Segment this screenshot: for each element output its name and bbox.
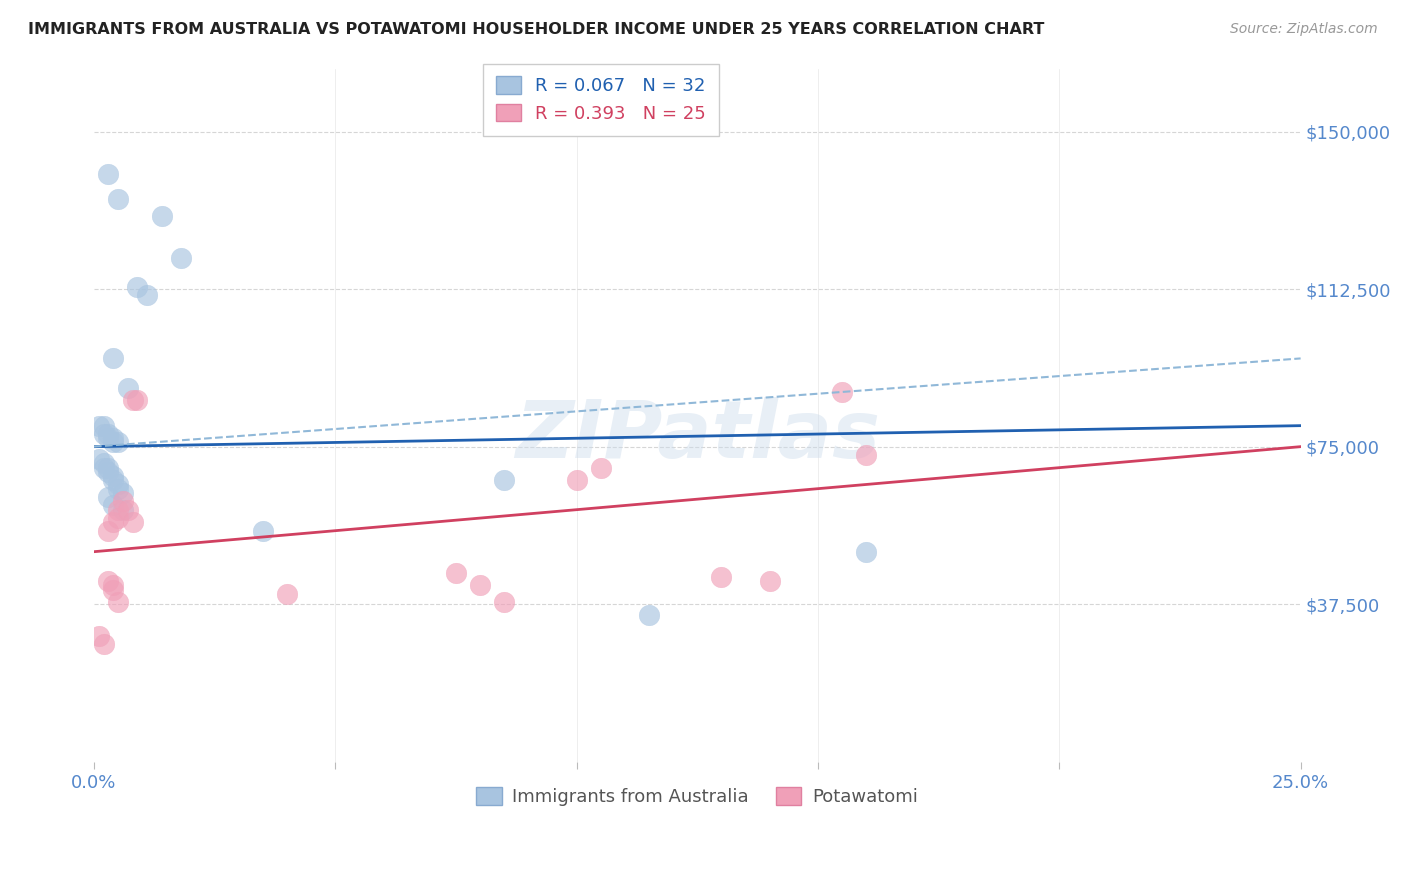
Point (855, 448, 877, 462)
Point (252, 524, 274, 538)
Point (494, 595, 516, 609)
Text: Source: ZipAtlas.com: Source: ZipAtlas.com (1230, 22, 1378, 37)
Point (103, 578, 125, 592)
Point (107, 511, 129, 525)
Point (93, 418, 115, 433)
Point (107, 595, 129, 609)
Point (93, 427, 115, 442)
Point (87, 629, 110, 643)
Point (103, 582, 125, 597)
Point (107, 192, 129, 206)
Point (111, 502, 134, 516)
Point (103, 473, 125, 487)
Point (117, 502, 139, 516)
Point (103, 499, 125, 513)
Point (97, 167, 120, 181)
Point (93, 457, 115, 471)
Point (855, 544, 877, 558)
Point (121, 516, 143, 530)
Point (150, 209, 173, 223)
Point (136, 288, 159, 302)
Legend: Immigrants from Australia, Potawatomi: Immigrants from Australia, Potawatomi (467, 779, 927, 815)
Point (107, 502, 129, 516)
Point (97, 427, 120, 442)
Point (93, 637, 115, 651)
Point (103, 431, 125, 445)
Point (468, 578, 491, 592)
Point (107, 477, 129, 491)
Point (87, 452, 110, 467)
Point (565, 473, 588, 487)
Point (170, 251, 193, 265)
Point (127, 280, 149, 294)
Point (97, 524, 120, 538)
Point (494, 473, 516, 487)
Text: IMMIGRANTS FROM AUSTRALIA VS POTAWATOMI HOUSEHOLDER INCOME UNDER 25 YEARS CORREL: IMMIGRANTS FROM AUSTRALIA VS POTAWATOMI … (28, 22, 1045, 37)
Point (111, 486, 134, 500)
Point (710, 570, 733, 584)
Text: ZIPatlas: ZIPatlas (515, 397, 880, 475)
Point (97, 465, 120, 479)
Point (107, 482, 129, 496)
Point (107, 435, 129, 450)
Point (111, 494, 134, 508)
Point (97, 431, 120, 445)
Point (93, 460, 115, 475)
Point (758, 574, 780, 588)
Point (121, 393, 143, 408)
Point (97, 574, 120, 588)
Point (87, 418, 110, 433)
Point (638, 607, 661, 622)
Point (117, 381, 139, 395)
Point (103, 351, 125, 366)
Point (103, 516, 125, 530)
Point (127, 393, 149, 408)
Point (276, 587, 298, 601)
Point (97, 460, 120, 475)
Point (589, 460, 612, 475)
Point (103, 469, 125, 483)
Point (444, 566, 467, 580)
Point (103, 435, 125, 450)
Point (831, 385, 853, 400)
Point (97, 490, 120, 504)
